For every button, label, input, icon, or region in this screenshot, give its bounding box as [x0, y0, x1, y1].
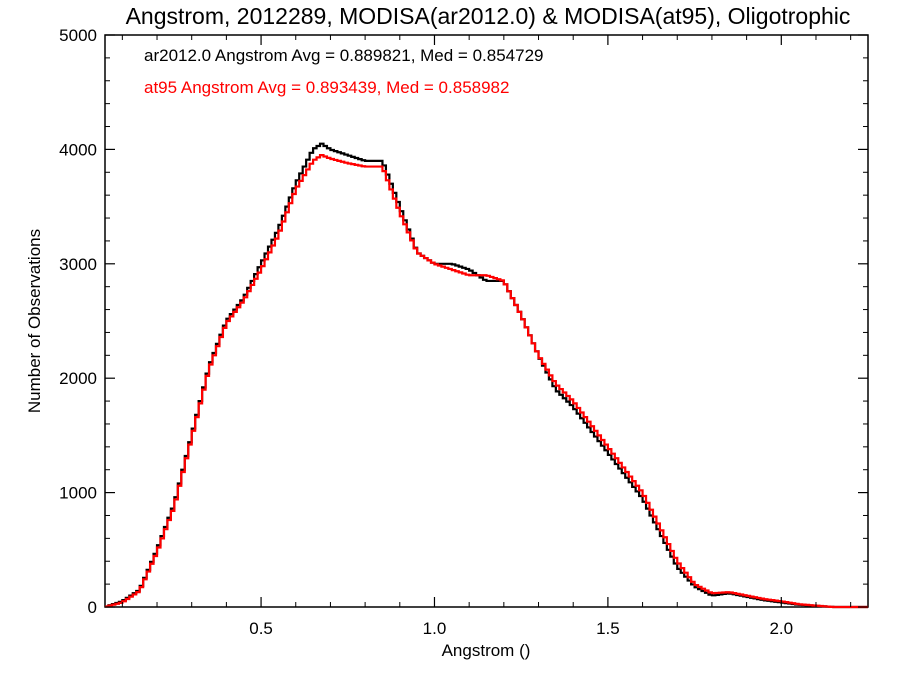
y-axis-label: Number of Observations [25, 229, 44, 413]
x-axis-label: Angstrom () [442, 641, 531, 660]
y-tick-label: 0 [88, 598, 97, 617]
series-line-ar2012 [105, 142, 868, 609]
y-tick-label: 3000 [59, 255, 97, 274]
y-tick-label: 5000 [59, 26, 97, 45]
series-layer [105, 142, 868, 609]
x-tick-label: 0.5 [249, 619, 273, 638]
x-tick-label: 1.0 [423, 619, 447, 638]
chart-title: Angstrom, 2012289, MODISA(ar2012.0) & MO… [126, 3, 851, 29]
x-tick-label: 2.0 [769, 619, 793, 638]
tick-layer: 0 1000 2000 3000 4000 5000 0.5 1.0 1.5 2.0 [59, 26, 868, 638]
y-tick-label: 4000 [59, 140, 97, 159]
x-tick-label: 1.5 [596, 619, 620, 638]
series-line-at95 [105, 154, 868, 609]
legend-annotation-ar2012: ar2012.0 Angstrom Avg = 0.889821, Med = … [144, 46, 544, 65]
y-tick-label: 1000 [59, 484, 97, 503]
legend-annotation-at95: at95 Angstrom Avg = 0.893439, Med = 0.85… [144, 78, 509, 97]
y-tick-label: 2000 [59, 369, 97, 388]
plot-area [104, 34, 869, 608]
plot-frame [104, 34, 869, 608]
